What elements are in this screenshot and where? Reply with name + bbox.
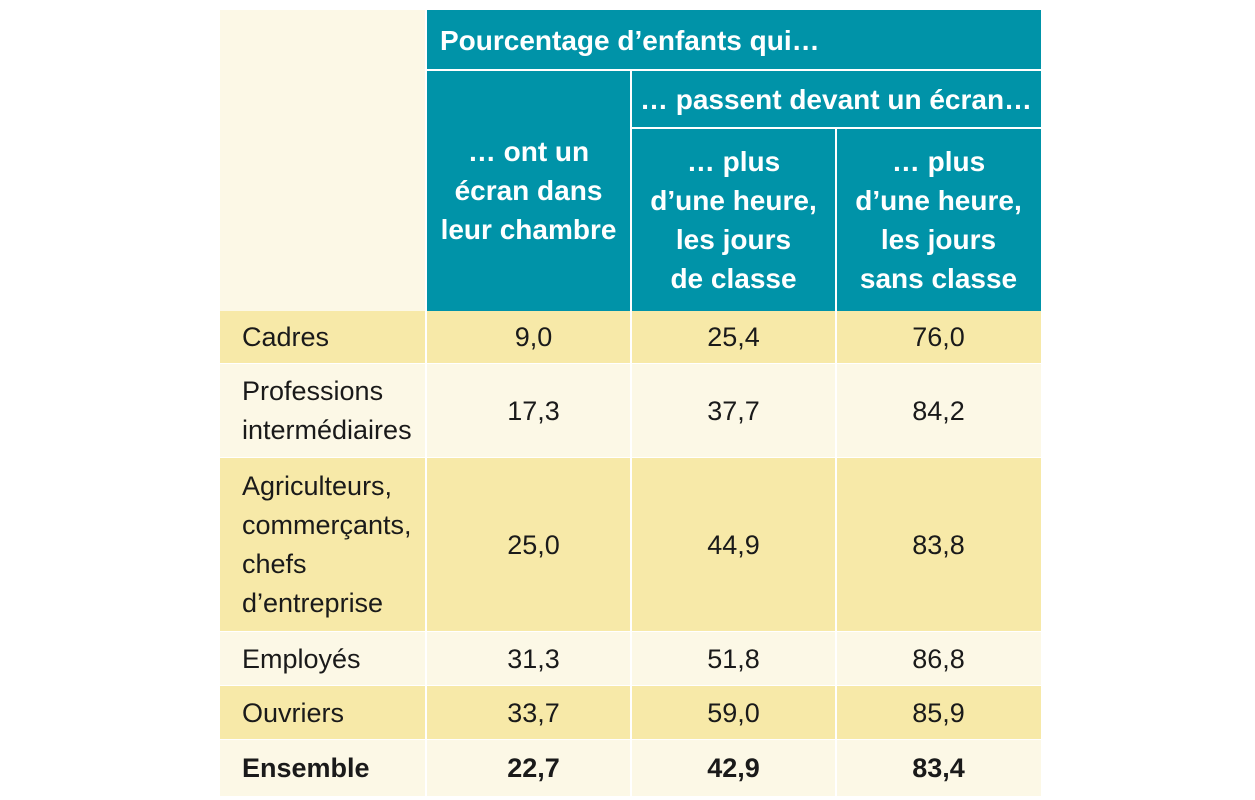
- row-label-line: chefs: [242, 549, 307, 579]
- row-label-line: Ensemble: [242, 752, 370, 783]
- value-text: 31,3: [507, 643, 560, 674]
- row-label-line: intermédiaires: [242, 415, 412, 445]
- row-label-line: Cadres: [242, 322, 330, 352]
- row-label-line: commerçants,: [242, 510, 412, 540]
- value-text: 25,0: [507, 529, 560, 560]
- row-label-line: Employés: [242, 643, 361, 674]
- header-col-2-line: d’une heure,: [650, 184, 817, 216]
- value-text: 37,7: [707, 395, 760, 426]
- header-col-2: … plus d’une heure, les jours de classe: [631, 128, 836, 311]
- value-text: 25,4: [707, 322, 760, 352]
- row-label-line: Ouvriers: [242, 697, 345, 728]
- header-col-1-line: leur chambre: [440, 214, 617, 245]
- header-col-2-line: les jours: [675, 223, 792, 255]
- value-cell: 85,9: [836, 686, 1041, 740]
- row-label: Ensemble: [220, 740, 426, 796]
- header-col-3-line: d’une heure,: [855, 184, 1022, 216]
- row-label: Employés: [220, 632, 426, 686]
- data-table: Pourcentage d’enfants qui… … passent dev…: [220, 10, 1041, 796]
- row-label-line: Professions: [242, 376, 384, 406]
- value-cell: 25,4: [631, 311, 836, 364]
- value-text: 44,9: [707, 529, 760, 560]
- value-cell: 25,0: [426, 458, 631, 632]
- header-col-2-line: … plus: [686, 145, 781, 177]
- value-cell: 84,2: [836, 364, 1041, 458]
- header-top-text: Pourcentage d’enfants qui…: [440, 24, 820, 56]
- value-cell: 86,8: [836, 632, 1041, 686]
- header-group: … passent devant un écran…: [631, 70, 1041, 128]
- value-text: 59,0: [707, 697, 760, 728]
- value-cell: 37,7: [631, 364, 836, 458]
- value-cell: 33,7: [426, 686, 631, 740]
- value-text: 85,9: [912, 697, 965, 728]
- header-col-3-line: les jours: [880, 223, 997, 255]
- value-cell: 83,8: [836, 458, 1041, 632]
- row-label: Cadres: [220, 311, 426, 364]
- value-cell: 59,0: [631, 686, 836, 740]
- value-text: 84,2: [912, 395, 965, 426]
- header-col-1-line: … ont un: [467, 136, 590, 167]
- value-cell: 51,8: [631, 632, 836, 686]
- value-text: 83,4: [912, 752, 965, 783]
- value-text: 33,7: [507, 697, 560, 728]
- value-text: 83,8: [912, 529, 965, 560]
- header-corner: [220, 10, 426, 311]
- value-cell: 22,7: [426, 740, 631, 796]
- value-cell: 44,9: [631, 458, 836, 632]
- value-text: 17,3: [507, 395, 560, 426]
- header-col-1: … ont un écran dans leur chambre: [426, 70, 631, 311]
- value-text: 9,0: [514, 322, 553, 352]
- header-col-1-line: écran dans: [454, 175, 603, 206]
- header-col-3-line: sans classe: [859, 262, 1018, 294]
- value-text: 86,8: [912, 643, 965, 674]
- row-label: Agriculteurs, commerçants, chefs d’entrepri…: [220, 458, 426, 632]
- value-cell: 9,0: [426, 311, 631, 364]
- header-top: Pourcentage d’enfants qui…: [426, 10, 1041, 70]
- header-col-2-line: de classe: [670, 262, 797, 294]
- value-text: 42,9: [707, 752, 760, 783]
- value-cell: 42,9: [631, 740, 836, 796]
- header-col-3: … plus d’une heure, les jours sans class…: [836, 128, 1041, 311]
- value-text: 76,0: [912, 322, 965, 352]
- header-col-3-line: … plus: [891, 145, 986, 177]
- row-label-line: Agriculteurs,: [242, 471, 393, 501]
- value-cell: 31,3: [426, 632, 631, 686]
- value-text: 51,8: [707, 643, 760, 674]
- row-label: Ouvriers: [220, 686, 426, 740]
- value-text: 22,7: [507, 752, 560, 783]
- row-label-line: d’entreprise: [242, 588, 384, 618]
- value-cell: 17,3: [426, 364, 631, 458]
- row-label: Professions intermédiaires: [220, 364, 426, 458]
- value-cell: 83,4: [836, 740, 1041, 796]
- header-group-text: … passent devant un écran…: [639, 83, 1033, 115]
- value-cell: 76,0: [836, 311, 1041, 364]
